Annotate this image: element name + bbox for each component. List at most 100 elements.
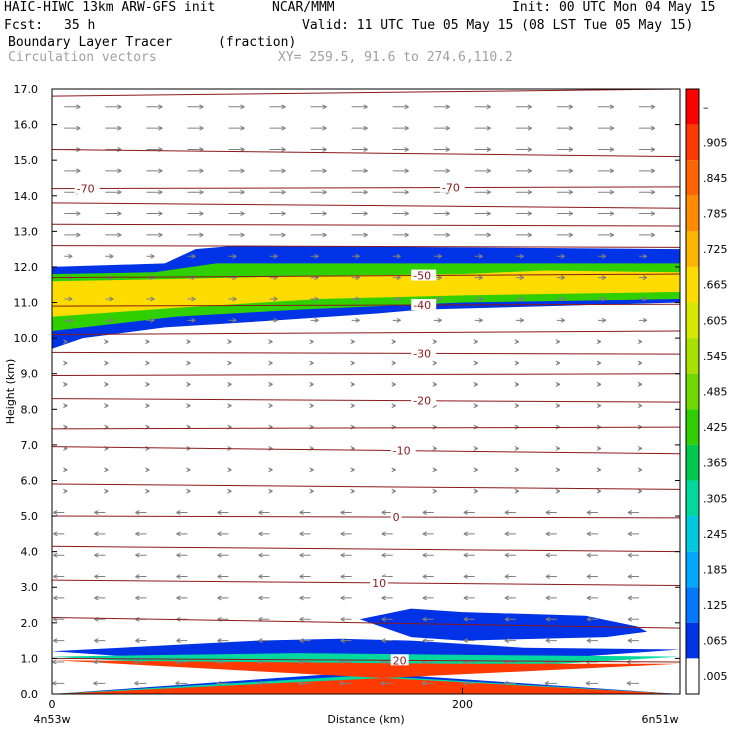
wind-vector [298,680,311,686]
isotherm-label-bg [390,444,416,456]
isotherm-line [52,202,680,209]
wind-vector [228,147,245,152]
wind-vector [474,189,491,195]
isotherm-line [52,330,680,336]
wind-vector [555,403,561,409]
wind-vector [269,147,286,152]
isotherm-line [52,483,680,490]
wind-vector [555,467,561,473]
wind-vector [145,339,150,345]
field-name: Boundary Layer Tracer [8,35,173,50]
colorbar-label: .845 [703,172,728,185]
wind-vector [63,360,68,366]
wind-vector [474,147,491,152]
wind-vector [350,403,355,409]
colorbar-swatch [686,231,699,267]
wind-vector [473,488,478,494]
wind-vector [433,168,450,174]
wind-vector [474,317,483,323]
circulation-vectors [52,104,656,686]
wind-vector [309,467,314,473]
wind-vector [146,189,163,195]
wind-vector [391,339,396,345]
wind-vector [433,296,442,302]
wind-vector [392,147,409,152]
colorbar-swatch [686,480,699,517]
isotherm-line [52,245,680,248]
wind-vector [351,189,368,195]
plot-frame [51,88,681,695]
wind-vector [515,168,533,174]
wind-vector [187,168,204,174]
wind-vector [545,574,557,580]
wind-vector [432,467,437,473]
wind-vector [638,232,656,238]
wind-vector [392,104,409,110]
wind-vector [146,168,163,174]
y-tick-label: 13.0 [14,225,39,238]
wind-vector [135,531,147,537]
wind-vector [515,232,533,238]
colorbar-label: .545 [703,350,728,363]
wind-vector [134,659,147,665]
wind-vector [299,510,311,515]
y-tick-label: 4.0 [21,546,39,559]
wind-vector [545,638,557,644]
wind-vector [627,531,639,537]
wind-vector [556,125,574,131]
wind-vector [309,360,314,366]
wind-vector [310,147,327,152]
wind-vector [104,381,109,387]
wind-vector [556,275,566,281]
wind-vector [391,360,396,366]
y-tick-label: 3.0 [21,581,39,594]
wind-vector [299,595,311,601]
wind-vector [637,445,643,451]
wind-vector [596,467,602,473]
wind-vector [146,296,155,302]
isotherm-label: -10 [393,445,411,458]
colorbar-swatch [686,373,699,410]
isotherm-line [52,273,680,279]
wind-vector [350,488,355,494]
wind-vector [392,189,409,195]
wind-vector [381,616,393,622]
tracer-boundary-layer-core [52,660,680,694]
field-units: (fraction) [218,35,297,50]
colorbar-swatch [686,658,699,694]
wind-vector [556,189,574,195]
colorbar-swatch [686,551,699,588]
wind-vector [433,125,450,131]
wind-vector [64,232,81,238]
wind-vector [351,317,360,323]
wind-vector [105,317,114,323]
wind-vector [310,317,319,323]
wind-vector [53,552,65,558]
isotherm-line [52,398,680,403]
wind-vector [381,595,393,601]
wind-vector [94,510,106,515]
wind-vector [104,339,109,345]
wind-vector [392,211,409,217]
wind-vector [515,253,525,259]
wind-vector [105,232,122,238]
wind-vector [145,381,150,387]
wind-vector [228,211,245,217]
wind-vector [340,531,352,537]
wind-vector [217,595,229,601]
wind-vector [474,232,491,238]
wind-vector [268,467,273,473]
wind-vector [64,296,73,302]
x-axis-label: Distance (km) [327,713,404,726]
wind-vector [422,616,434,622]
wind-vector [176,595,188,601]
isotherm-label-bg [74,182,100,194]
wind-vector [545,531,557,537]
colorbar-swatch [686,302,699,339]
wind-vector [186,488,191,494]
wind-vector [473,445,478,451]
wind-vector [94,595,106,601]
wind-vector [257,680,270,686]
y-tick-label: 9.0 [21,368,39,381]
wind-vector [555,339,561,345]
